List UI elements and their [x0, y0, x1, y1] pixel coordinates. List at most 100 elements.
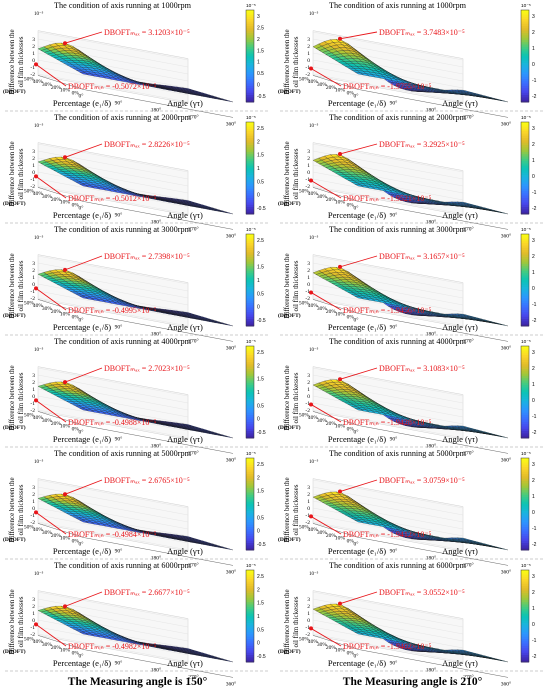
colorbar-segment — [246, 193, 254, 197]
max-annotation: DBOFTₘₐₓ = 3.0759×10⁻⁵ — [379, 476, 465, 485]
percentage-tick-label: 20% — [51, 645, 62, 651]
surface-plot: 0°90°180°270°360°0%10%20%30%40%50%-2-101… — [278, 339, 545, 463]
colorbar-segment — [521, 504, 529, 507]
wall-gridline — [37, 514, 189, 544]
z-tick-label: -2 — [305, 72, 310, 78]
surface-panel: The condition of axis running at 5000rpm… — [275, 448, 550, 575]
percentage-tick-label: 50% — [299, 412, 310, 418]
colorbar-segment — [246, 408, 254, 411]
percentage-tick-label: 0% — [72, 90, 80, 96]
colorbar-segment — [521, 508, 529, 512]
surface-plot: 0°90°180°270°360°0%10%20%30%40%50%-2-101… — [3, 451, 270, 575]
surface-panel: The condition of axis running at 2000rpm… — [0, 112, 275, 239]
max-leader-line — [339, 143, 378, 155]
colorbar-tick-label: 3 — [532, 350, 535, 356]
colorbar-segment — [521, 529, 529, 533]
colorbar-tick-label: 1 — [532, 494, 535, 500]
colorbar-segment — [246, 426, 254, 430]
colorbar-segment — [246, 243, 254, 246]
colorbar-segment — [246, 433, 254, 437]
angle-tick-label: 270° — [188, 449, 198, 456]
colorbar-tick-label: 3 — [532, 14, 535, 20]
z-exponent-label: 10⁻⁵ — [34, 11, 44, 17]
colorbar-segment — [521, 419, 529, 423]
percentage-tick-label: 40% — [308, 303, 319, 309]
colorbar-segment — [246, 44, 254, 48]
z-tick-label: -1 — [305, 289, 310, 295]
wall-gridline — [312, 486, 464, 516]
z-axis-tag: (DBOFT) — [278, 424, 301, 431]
colorbar-segment — [246, 296, 254, 299]
colorbar-segment — [246, 135, 254, 139]
angle-tick-label: 270° — [463, 337, 473, 344]
colorbar-segment — [521, 247, 529, 251]
colorbar-segment — [246, 487, 254, 491]
colorbar-tick-label: 1 — [532, 270, 535, 276]
colorbar-tick-label: 1.5 — [257, 48, 264, 54]
angle-axis-line — [357, 201, 509, 230]
panel-title: The condition of axis running at 5000rpm — [329, 449, 466, 458]
colorbar-segment — [246, 195, 254, 199]
surface-plot: 0°90°180°270°360°0%10%20%30%40%50%-2-101… — [278, 3, 545, 127]
colorbar-segment — [521, 385, 529, 388]
colorbar-segment — [246, 250, 254, 253]
angle-tick-label: 90° — [115, 99, 123, 106]
angle-tick-label: 90° — [390, 547, 398, 554]
z-tick-label: 1 — [32, 163, 35, 169]
colorbar-tick-label: -1 — [532, 190, 537, 196]
z-tick-label: 0 — [32, 282, 35, 288]
colorbar-exponent: 10⁻⁵ — [246, 451, 256, 457]
z-tick-label: 3 — [32, 149, 35, 155]
colorbar-segment — [246, 172, 254, 176]
wall-gridline — [37, 31, 189, 61]
colorbar-tick-label: -2 — [532, 542, 537, 548]
angle-axis-line — [357, 89, 509, 118]
colorbar-segment — [521, 60, 529, 64]
colorbar-segment — [521, 458, 529, 461]
angle-tick-label: 90° — [115, 435, 123, 442]
colorbar-segment — [521, 323, 529, 327]
colorbar-segment — [521, 44, 529, 48]
colorbar-segment — [521, 126, 529, 130]
z-tick-label: 3 — [32, 485, 35, 491]
colorbar-tick-label: 0.5 — [257, 403, 264, 409]
percentage-tick-label: 20% — [51, 533, 62, 539]
wall-gridline — [312, 521, 464, 551]
angle-tick-label: 90° — [390, 435, 398, 442]
surface-patch — [223, 547, 234, 551]
colorbar-segment — [246, 401, 254, 404]
colorbar-segment — [521, 464, 529, 468]
colorbar-segment — [521, 69, 529, 73]
colorbar-exponent: 10⁻⁵ — [521, 3, 531, 9]
colorbar-segment — [521, 510, 529, 514]
z-tick-label: 1 — [307, 387, 310, 393]
colorbar-segment — [246, 527, 254, 530]
colorbar-segment — [521, 161, 529, 164]
surface — [37, 493, 234, 551]
z-tick-label: -1 — [305, 513, 310, 519]
percentage-tick-label: 10% — [60, 424, 71, 430]
colorbar-segment — [246, 145, 254, 148]
colorbar-segment — [521, 401, 529, 404]
colorbar-segment — [246, 543, 254, 546]
colorbar-frame — [245, 233, 255, 327]
angle-tick-label: 270° — [463, 113, 473, 120]
percentage-tick-label: 40% — [308, 415, 319, 421]
colorbar-segment — [521, 97, 529, 101]
colorbar-segment — [521, 184, 529, 187]
colorbar-segment — [246, 424, 254, 427]
colorbar-tick-label: 2 — [532, 366, 535, 372]
angle-tick-label: 360° — [226, 568, 236, 575]
max-annotation: DBOFTₘₐₓ = 2.8226×10⁻⁵ — [104, 140, 190, 149]
colorbar-tick-label: 2.5 — [257, 238, 264, 244]
wall-gridline — [37, 290, 189, 320]
colorbar-segment — [246, 291, 254, 295]
wall-gridline — [37, 255, 189, 285]
percentage-tick-label: 10% — [335, 200, 346, 206]
angle-axis-label: Angle (γτ) — [442, 546, 478, 556]
colorbar-segment — [246, 508, 254, 512]
angle-axis-label: Angle (γτ) — [167, 322, 203, 332]
angle-tick-label: 270° — [188, 113, 198, 120]
colorbar-segment — [521, 312, 529, 315]
colorbar-segment — [521, 42, 529, 45]
